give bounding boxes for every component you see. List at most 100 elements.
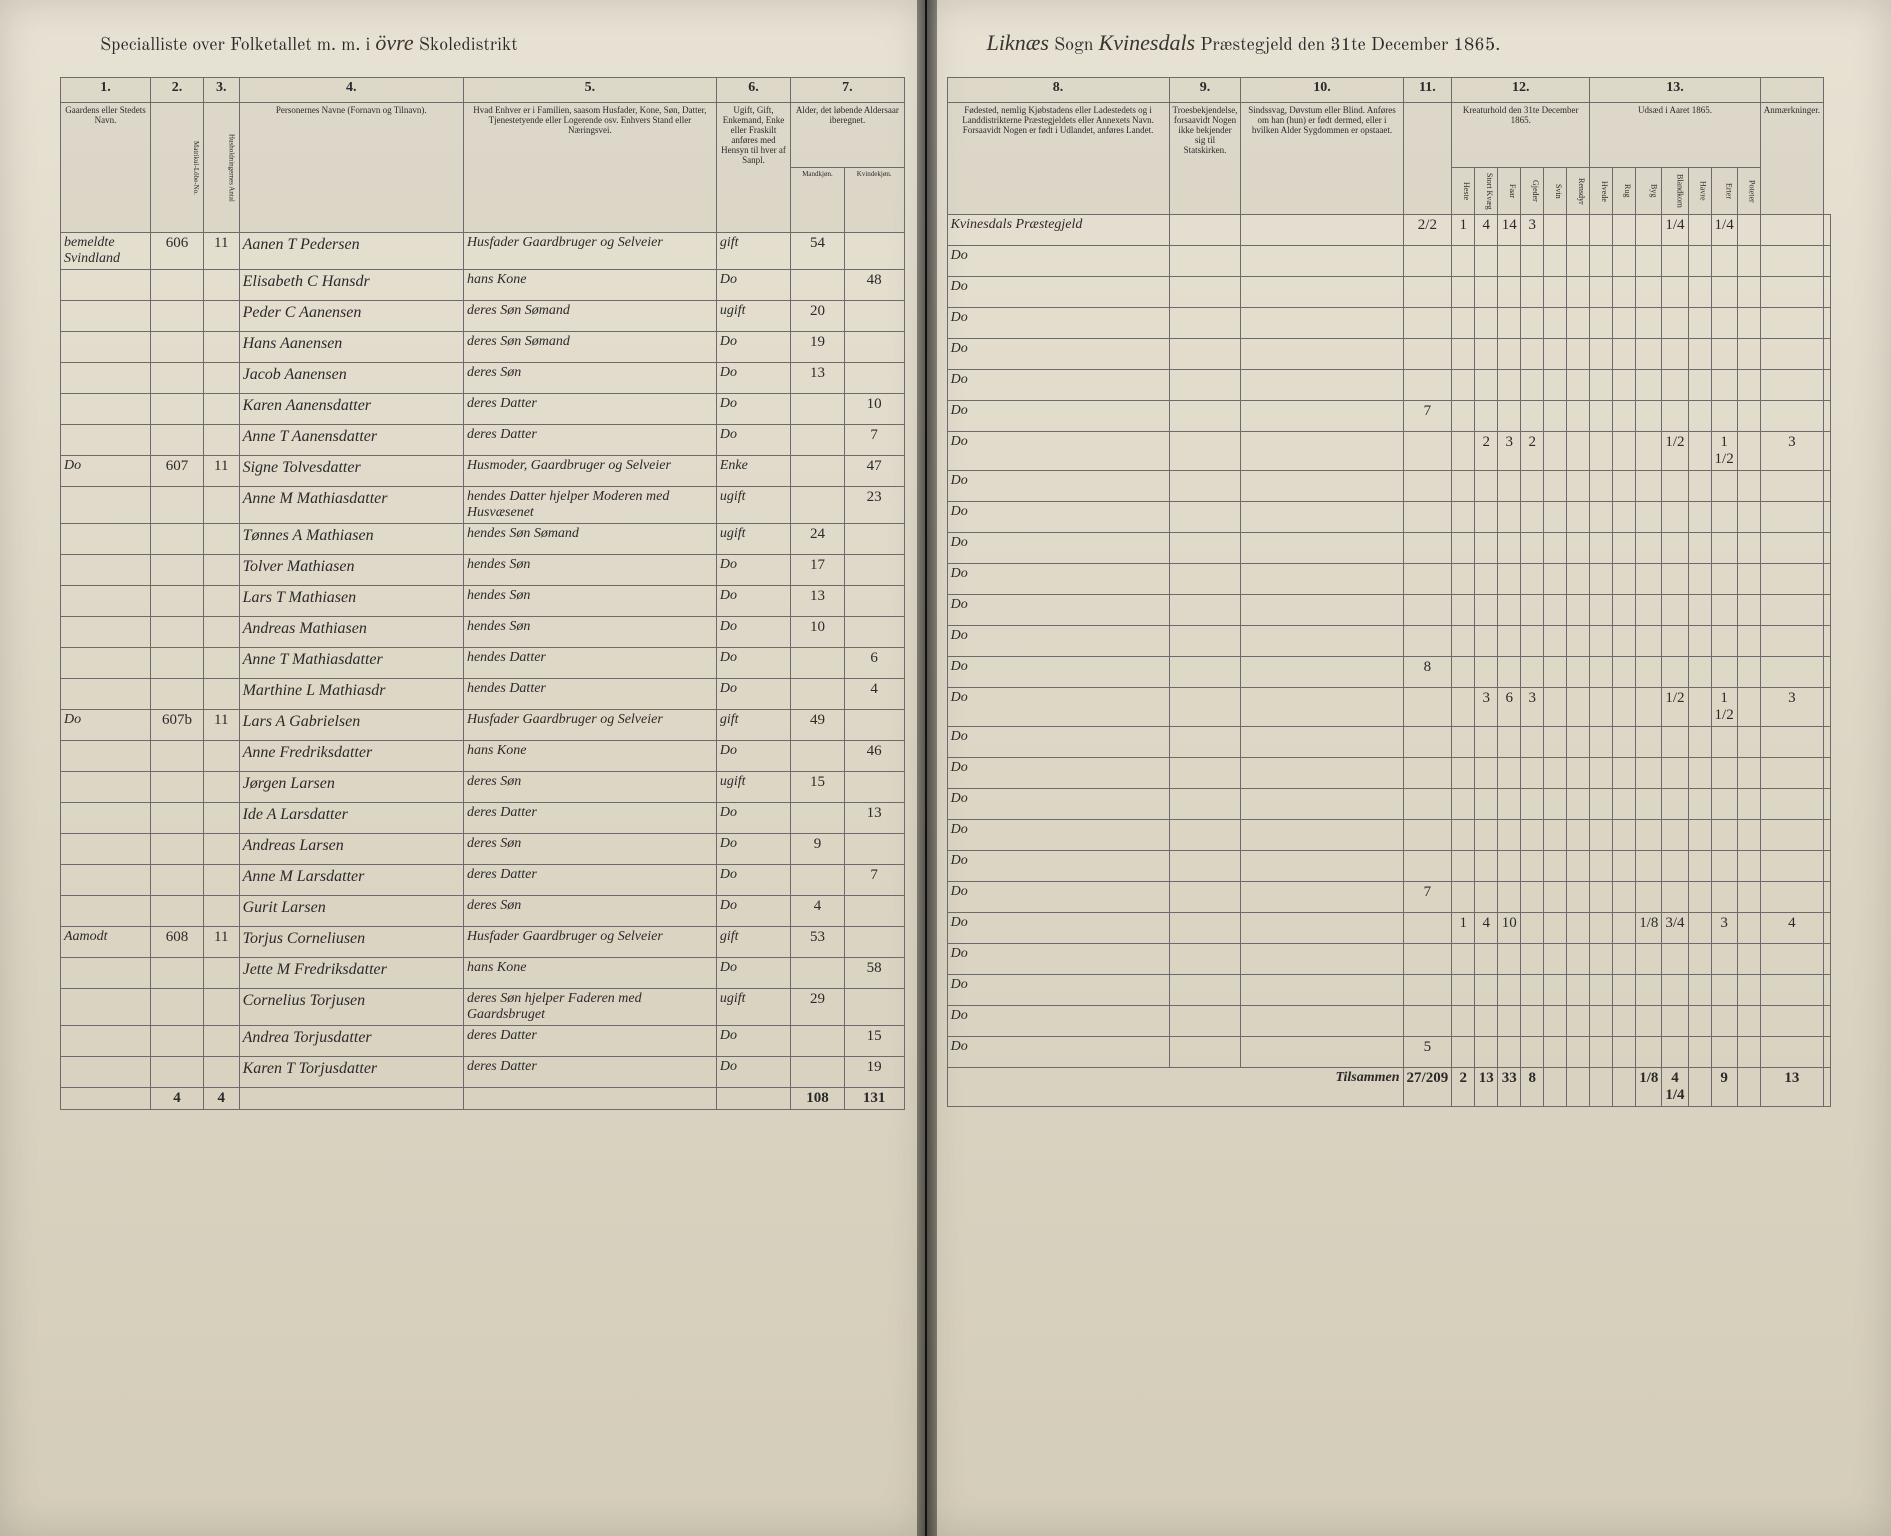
cell-stilling: deres Søn Sømand — [463, 332, 716, 363]
cell-udsaed — [1662, 727, 1688, 758]
cell-kk: 47 — [844, 456, 904, 487]
cell-kreatur — [1544, 432, 1567, 471]
cell-kreatur — [1521, 339, 1544, 370]
cell-kreatur — [1567, 657, 1590, 688]
table-row: Kvinesdals Præstegjeld2/2141431/41/4 — [947, 215, 1830, 246]
cell-siv: Do — [716, 865, 790, 896]
cell-mk: 10 — [791, 617, 845, 648]
cell-fode: Kvinesdals Præstegjeld — [947, 215, 1169, 246]
cell-tro — [1169, 820, 1241, 851]
cell-udsaed — [1760, 944, 1823, 975]
cell-sted: bemeldte Svindland — [61, 233, 151, 270]
cell-udsaed — [1613, 246, 1636, 277]
cell-h11 — [1403, 432, 1452, 471]
cell-kk: 46 — [844, 741, 904, 772]
table-row: Lars T Mathiasenhendes SønDo13 — [61, 586, 905, 617]
cell-kk — [844, 896, 904, 927]
table-row: Gurit Larsenderes SønDo4 — [61, 896, 905, 927]
cell-kk: 7 — [844, 425, 904, 456]
cell-kreatur — [1475, 564, 1498, 595]
table-row: bemeldte Svindland60611Aanen T PedersenH… — [61, 233, 905, 270]
cell-udsaed — [1760, 820, 1823, 851]
table-row: Anne T Aanensdatterderes DatterDo7 — [61, 425, 905, 456]
cell-kk: 10 — [844, 394, 904, 425]
col-7-num: 7. — [791, 78, 904, 103]
cell-udsaed — [1688, 595, 1711, 626]
cell-kreatur — [1544, 339, 1567, 370]
footer-fam: 4 — [203, 1088, 239, 1110]
cell-kreatur — [1521, 370, 1544, 401]
cell-udsaed — [1737, 727, 1760, 758]
cell-udsaed — [1613, 688, 1636, 727]
cell-udsaed — [1711, 533, 1737, 564]
cell-h11 — [1403, 502, 1452, 533]
cell-tro — [1169, 564, 1241, 595]
cell-kreatur — [1521, 727, 1544, 758]
cell-kreatur — [1498, 502, 1521, 533]
cell-kreatur — [1567, 975, 1590, 1006]
cell-siv: Do — [716, 896, 790, 927]
cell-sted — [61, 865, 151, 896]
cell-kreatur — [1475, 370, 1498, 401]
cell-kreatur — [1521, 277, 1544, 308]
cell-udsaed — [1737, 820, 1760, 851]
cell-udsaed — [1613, 626, 1636, 657]
cell-udsaed — [1711, 626, 1737, 657]
cell-kk: 6 — [844, 648, 904, 679]
cell-kreatur: 6 — [1498, 688, 1521, 727]
cell-stilling: deres Søn — [463, 896, 716, 927]
cell-sinds — [1241, 688, 1403, 727]
cell-mnr: 606 — [151, 233, 204, 270]
cell-udsaed — [1636, 789, 1662, 820]
cell-kk: 19 — [844, 1057, 904, 1088]
cell-udsaed — [1760, 471, 1823, 502]
subcol-head: Heste — [1452, 168, 1475, 215]
table-row: Do — [947, 502, 1830, 533]
cell-udsaed — [1613, 533, 1636, 564]
cell-udsaed — [1613, 339, 1636, 370]
cell-udsaed — [1737, 1037, 1760, 1068]
cell-udsaed — [1760, 595, 1823, 626]
cell-kreatur — [1475, 502, 1498, 533]
cell-udsaed — [1711, 277, 1737, 308]
cell-udsaed — [1662, 308, 1688, 339]
cell-kreatur — [1475, 975, 1498, 1006]
cell-udsaed — [1688, 758, 1711, 789]
cell-anm — [1823, 657, 1830, 688]
footer-kk: 131 — [844, 1088, 904, 1110]
cell-kreatur — [1498, 727, 1521, 758]
cell-kreatur — [1498, 1006, 1521, 1037]
cell-tro — [1169, 657, 1241, 688]
cell-mnr — [151, 772, 204, 803]
cell-udsaed — [1662, 339, 1688, 370]
footer-h11: 27/209 — [1403, 1068, 1452, 1107]
cell-udsaed — [1613, 471, 1636, 502]
cell-kreatur — [1475, 595, 1498, 626]
cell-udsaed: 3/4 — [1662, 913, 1688, 944]
cell-kreatur — [1498, 246, 1521, 277]
cell-mk: 19 — [791, 332, 845, 363]
cell-mnr: 608 — [151, 927, 204, 958]
cell-udsaed — [1636, 882, 1662, 913]
cell-sted — [61, 617, 151, 648]
cell-mnr — [151, 958, 204, 989]
cell-siv: Do — [716, 363, 790, 394]
cell-kreatur — [1498, 789, 1521, 820]
cell-udsaed: 1 1/2 — [1711, 688, 1737, 727]
table-row: Anne M Larsdatterderes DatterDo7 — [61, 865, 905, 896]
cell-kreatur — [1567, 595, 1590, 626]
book-spine — [917, 0, 937, 1536]
cell-kreatur — [1498, 820, 1521, 851]
cell-mk — [791, 425, 845, 456]
cell-h11 — [1403, 820, 1452, 851]
cell-kreatur — [1452, 595, 1475, 626]
cell-sinds — [1241, 882, 1403, 913]
cell-udsaed — [1737, 401, 1760, 432]
cell-kreatur — [1544, 688, 1567, 727]
cell-kreatur — [1452, 727, 1475, 758]
cell-tro — [1169, 882, 1241, 913]
cell-mk — [791, 741, 845, 772]
cell-kk — [844, 555, 904, 586]
cell-hus — [203, 834, 239, 865]
cell-udsaed — [1636, 944, 1662, 975]
